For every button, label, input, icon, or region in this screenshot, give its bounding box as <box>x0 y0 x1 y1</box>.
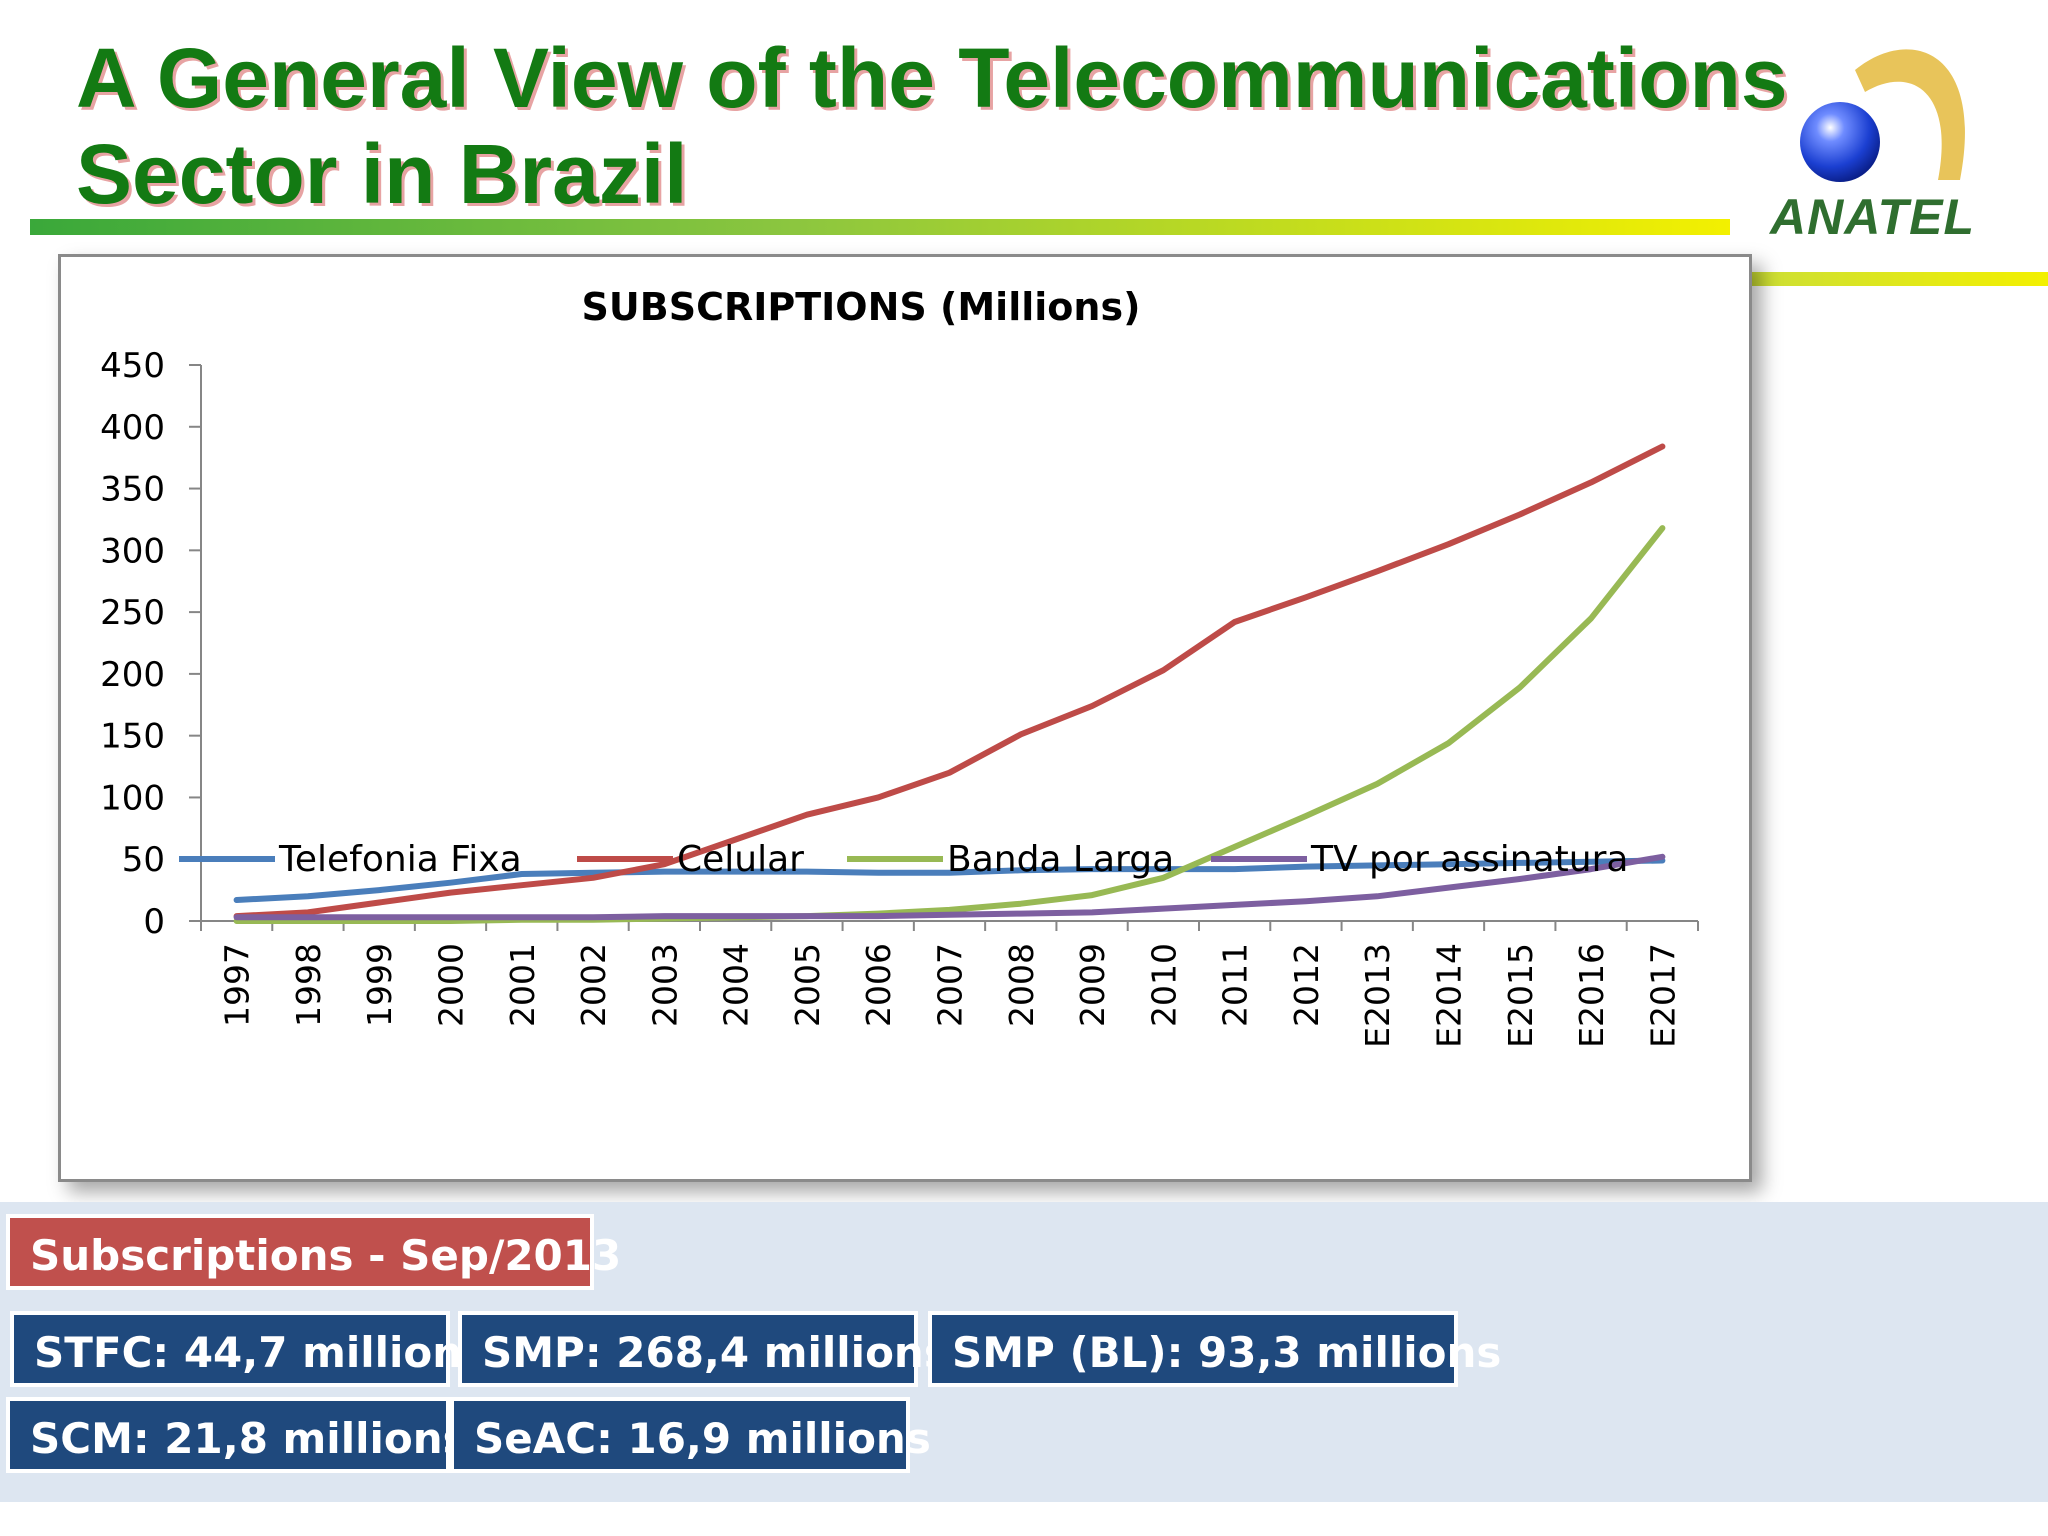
x-tick-label: E2017 <box>1643 943 1682 1048</box>
x-tick-label: 2010 <box>1144 943 1183 1027</box>
series-line-celular <box>233 443 1666 920</box>
x-tick-label: 2007 <box>931 943 970 1027</box>
x-tick-label: 1998 <box>289 943 328 1027</box>
legend-label-banda-larga: Banda Larga <box>947 839 1174 880</box>
chart-axes: 0 50 100 150 200 250 300 350 400 450 1997 1998 1999 2… <box>100 346 1699 1048</box>
x-tick-label: 2009 <box>1073 943 1112 1027</box>
slide-title-line-2: Sector in Brazil <box>76 127 688 221</box>
x-tick-label: 2004 <box>717 943 756 1027</box>
legend-label-celular: Celular <box>677 839 804 880</box>
subscriptions-header-badge: Subscriptions - Sep/2013 <box>6 1214 621 1290</box>
anatel-logo-icon <box>1800 49 1965 182</box>
x-tick-label: 1999 <box>360 943 399 1027</box>
legend-label-tv-por-assinatura: TV por assinatura <box>1310 839 1628 880</box>
x-tick-label: 1997 <box>218 943 257 1027</box>
y-tick-label: 450 <box>100 346 165 386</box>
x-tick-label: 2000 <box>432 943 471 1027</box>
x-tick-label: 2005 <box>788 943 827 1027</box>
series-line-telefonia-fixa <box>233 857 1666 903</box>
x-tick-label: E2013 <box>1358 943 1397 1048</box>
y-tick-label: 250 <box>100 593 165 633</box>
title-divider-tail <box>1730 272 2048 286</box>
title-divider <box>30 219 1730 235</box>
x-tick-label: 2008 <box>1002 943 1041 1027</box>
x-tick-label: E2014 <box>1430 943 1469 1048</box>
stat-scm: SCM: 21,8 millions <box>6 1397 468 1473</box>
y-tick-label: 300 <box>100 531 165 571</box>
slide-title-line-1: A General View of the Telecommunications <box>76 31 1788 125</box>
subscriptions-line-chart: SUBSCRIPTIONS (Millions) 0 50 100 150 200 250… <box>100 285 1699 1048</box>
stat-stfc: STFC: 44,7 millions <box>10 1311 487 1387</box>
series-line-tv-por-assinatura <box>233 853 1666 921</box>
x-tick-label: 2012 <box>1287 943 1326 1027</box>
x-tick-label: 2002 <box>574 943 613 1027</box>
x-tick-label: 2011 <box>1216 943 1255 1027</box>
anatel-logo-text: ANATEL <box>1770 189 1976 245</box>
y-tick-label: 100 <box>100 778 165 818</box>
x-tick-label: 2006 <box>859 943 898 1027</box>
x-tick-label: E2015 <box>1501 943 1540 1048</box>
x-tick-label: E2016 <box>1572 943 1611 1048</box>
y-tick-label: 200 <box>100 655 165 695</box>
chart-legend: Telefonia Fixa Celular Banda Larga TV por a… <box>179 839 1628 880</box>
y-tick-label: 400 <box>100 408 165 448</box>
x-tick-label: 2003 <box>645 943 684 1027</box>
slide-title: A General View of the Telecommunications… <box>76 30 1836 222</box>
y-tick-label: 50 <box>122 840 165 880</box>
y-tick-label: 350 <box>100 470 165 510</box>
series-line-banda-larga <box>233 525 1666 924</box>
stat-smp-bl: SMP (BL): 93,3 millions <box>928 1311 1501 1387</box>
stat-seac: SeAC: 16,9 millions <box>450 1397 931 1473</box>
chart-series <box>233 443 1666 924</box>
y-tick-label: 150 <box>100 717 165 757</box>
chart-title: SUBSCRIPTIONS (Millions) <box>582 285 1141 329</box>
x-tick-label: 2001 <box>503 943 542 1027</box>
stat-smp: SMP: 268,4 millions <box>458 1311 949 1387</box>
legend-label-telefonia-fixa: Telefonia Fixa <box>278 839 522 880</box>
chart-panel: SUBSCRIPTIONS (Millions) 0 50 100 150 200 250… <box>58 254 1752 1182</box>
y-tick-label: 0 <box>143 902 165 942</box>
